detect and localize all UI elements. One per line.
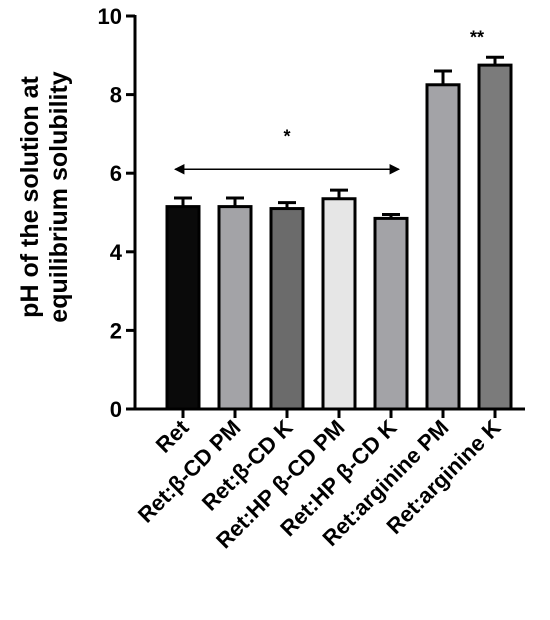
x-tick-label: Ret — [151, 414, 194, 457]
y-tick-label: 2 — [110, 318, 122, 343]
y-tick-label: 8 — [110, 83, 122, 108]
bar — [373, 216, 409, 411]
y-tick-label: 6 — [110, 161, 122, 186]
bar — [477, 63, 513, 411]
y-axis-label-line2: equilibrium solubility — [45, 71, 73, 323]
y-tick-label: 10 — [98, 4, 122, 29]
bar — [321, 197, 357, 411]
y-tick-label: 0 — [110, 397, 122, 422]
bar — [269, 207, 305, 411]
bar — [165, 205, 201, 411]
y-tick-label: 4 — [110, 240, 123, 265]
y-axis-label-line1: pH of the solution at — [16, 76, 44, 318]
significance-marker: ** — [470, 28, 484, 48]
bar — [217, 205, 253, 411]
bar — [425, 83, 461, 411]
significance-marker: * — [283, 126, 290, 146]
